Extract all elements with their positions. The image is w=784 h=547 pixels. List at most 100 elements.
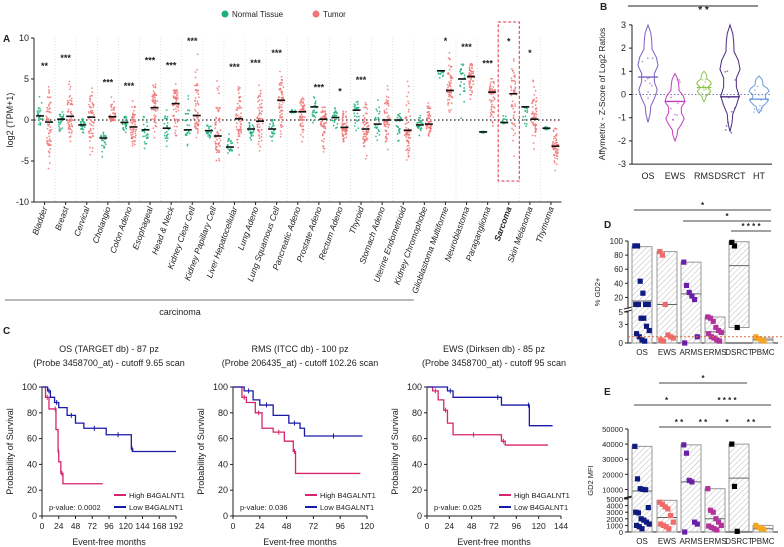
tumor-point: [322, 115, 325, 118]
significance-label: ***: [482, 59, 493, 69]
normal-point: [397, 114, 400, 117]
x-tick-label: RMS: [694, 171, 714, 181]
tumor-point: [387, 99, 390, 102]
panel-label-b: B: [600, 2, 607, 13]
normal-point: [102, 131, 105, 134]
tumor-point: [219, 145, 221, 148]
tumor-point: [151, 95, 154, 98]
tumor-point: [299, 133, 302, 136]
y-tick-label: 60: [218, 434, 228, 444]
normal-point: [375, 126, 378, 129]
tumor-point: [280, 106, 283, 109]
tumor-point: [364, 101, 367, 104]
tumor-point: [321, 125, 324, 128]
data-point: [714, 527, 720, 533]
tumor-point: [89, 127, 92, 130]
tumor-point: [134, 120, 137, 123]
normal-point: [272, 122, 275, 124]
normal-point: [356, 100, 359, 103]
tumor-point: [426, 126, 428, 128]
tumor-point: [218, 142, 220, 144]
normal-point: [460, 81, 463, 84]
normal-point: [208, 133, 211, 136]
y-tick-label: 40: [218, 459, 228, 469]
tumor-point: [91, 87, 93, 90]
tumor-point: [259, 89, 262, 92]
tumor-point: [532, 110, 534, 113]
tumor-point: [132, 120, 135, 123]
tumor-point: [69, 85, 72, 88]
tumor-point: [50, 128, 53, 131]
normal-point: [231, 149, 233, 152]
normal-point: [125, 124, 127, 127]
tumor-point: [134, 136, 137, 139]
tumor-point: [448, 73, 450, 76]
tumor-point: [534, 123, 537, 125]
tumor-point: [279, 124, 282, 127]
tumor-point: [446, 98, 449, 101]
tumor-point: [130, 134, 133, 137]
tumor-point: [281, 118, 283, 121]
normal-point: [187, 98, 190, 100]
normal-point: [81, 119, 84, 122]
tumor-point: [48, 129, 51, 132]
normal-point: [375, 135, 377, 138]
tumor-point: [194, 110, 197, 112]
tumor-point: [409, 136, 412, 139]
data-point: [646, 521, 652, 527]
tumor-point: [177, 109, 180, 112]
data-point: [683, 450, 690, 456]
normal-point: [375, 108, 378, 111]
tumor-point: [533, 86, 535, 88]
data-point: [718, 522, 724, 528]
tumor-point: [408, 137, 410, 139]
tumor-point: [426, 117, 428, 120]
tumor-point: [534, 104, 537, 107]
tumor-point: [46, 123, 49, 126]
tumor-point: [553, 157, 556, 159]
tumor-point: [278, 88, 281, 91]
tumor-point: [174, 83, 177, 86]
tumor-point: [215, 106, 218, 109]
tumor-point: [260, 139, 263, 142]
y-tick-label: -10: [16, 197, 29, 207]
normal-point: [420, 127, 423, 130]
x-tick-label: ARMS: [679, 537, 702, 546]
x-tick-label: Bladder: [30, 204, 50, 236]
normal-point: [358, 115, 360, 118]
tumor-point: [90, 106, 93, 109]
normal-point: [103, 141, 106, 144]
violin: [748, 75, 770, 114]
data-point: [676, 102, 679, 105]
tumor-point: [215, 151, 218, 154]
tumor-point: [323, 138, 326, 140]
tumor-point: [341, 116, 344, 119]
tumor-point: [324, 106, 326, 109]
tumor-point: [279, 81, 282, 84]
tumor-point: [90, 120, 93, 123]
tumor-point: [218, 157, 220, 160]
tumor-point: [153, 92, 156, 95]
tumor-point: [193, 108, 196, 111]
tumor-point: [342, 112, 344, 115]
tumor-point: [48, 151, 51, 154]
normal-point: [332, 124, 335, 127]
tumor-point: [198, 120, 200, 123]
tumor-point: [196, 53, 199, 56]
normal-point: [208, 127, 210, 130]
tumor-point: [174, 122, 177, 124]
tumor-point: [279, 130, 282, 133]
y-tick-label: -1: [618, 113, 626, 123]
y-axis-label: Affymetrix - Z-Score of Log2 Ratios: [597, 28, 607, 161]
tumor-point: [301, 105, 304, 108]
data-point: [714, 337, 720, 343]
tumor-point: [405, 149, 408, 152]
tumor-point: [429, 114, 432, 117]
tumor-point: [91, 111, 94, 114]
data-point: [755, 336, 762, 342]
tumor-point: [302, 98, 305, 101]
data-point: [761, 526, 767, 532]
normal-point: [333, 115, 336, 118]
tumor-point: [341, 119, 344, 121]
tumor-point: [300, 108, 303, 111]
